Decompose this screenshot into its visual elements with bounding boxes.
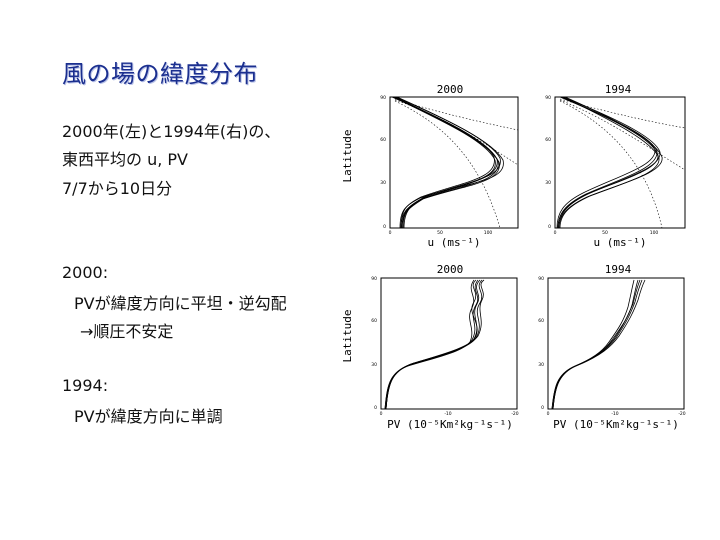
panel-u-1994: 1994 u (ms⁻¹) 90 60 30 0 0 50 100 [545,83,686,249]
x-tick: -20 [511,411,518,417]
y-tick: 0 [541,405,544,411]
y-tick: 90 [538,276,544,282]
note-1994-heading: 1994: [62,376,109,395]
x-axis-label: u (ms⁻¹) [594,236,647,249]
x-tick: 50 [437,230,443,236]
y-axis-label: Latitude [341,130,354,183]
pv-profiles [384,279,485,410]
x-tick: -10 [611,411,618,417]
x-tick: 100 [650,230,659,236]
x-tick: 0 [547,411,550,417]
note-2000-line-2: →順圧不安定 [80,322,174,341]
panel-title: 1994 [605,263,632,276]
panel-title: 2000 [437,263,464,276]
y-tick: 30 [545,180,551,186]
x-tick: 0 [389,230,392,236]
y-tick: 90 [371,276,377,282]
u-reference-lines [394,98,519,229]
pv-profiles [551,279,646,410]
panel-pv-1994: 1994 PV (10⁻⁵Km²kg⁻¹s⁻¹) 90 60 30 0 0 -1… [538,263,686,431]
panel-u-2000: 2000 Latitude u (ms⁻¹) 90 60 30 0 0 50 1… [341,83,519,249]
x-axis-label: PV (10⁻⁵Km²kg⁻¹s⁻¹) [387,418,513,431]
y-tick: 90 [545,95,551,101]
plot-frame [554,96,686,229]
note-2000-heading: 2000: [62,263,109,282]
intro-line-1: 2000年(左)と1994年(右)の、 [62,122,281,141]
y-tick: 60 [538,318,544,324]
intro-line-2: 東西平均の u, PV [62,150,188,169]
x-tick: 100 [484,230,493,236]
x-axis-label: u (ms⁻¹) [428,236,481,249]
y-tick: 60 [380,137,386,143]
plot-frame [389,96,519,229]
note-1994-line-1: PVが緯度方向に単調 [74,407,223,426]
u-profiles [556,96,663,229]
y-tick: 90 [380,95,386,101]
x-tick: 0 [380,411,383,417]
y-tick: 0 [548,224,551,230]
panel-pv-2000: 2000 Latitude PV (10⁻⁵Km²kg⁻¹s⁻¹) 90 60 … [341,263,519,431]
x-tick: 50 [602,230,608,236]
y-tick: 0 [374,405,377,411]
x-tick: 0 [554,230,557,236]
panel-title: 1994 [605,83,632,96]
plot-frame [547,277,685,410]
y-tick: 60 [371,318,377,324]
x-tick: -20 [678,411,685,417]
y-tick: 30 [380,180,386,186]
u-profiles [391,96,504,229]
y-tick: 0 [383,224,386,230]
plot-frame [380,277,518,410]
note-2000-line-1: PVが緯度方向に平坦・逆勾配 [74,294,287,313]
x-tick: -10 [444,411,451,417]
y-tick: 60 [545,137,551,143]
y-tick: 30 [538,362,544,368]
x-axis-label: PV (10⁻⁵Km²kg⁻¹s⁻¹) [553,418,679,431]
slide-title: 風の場の緯度分布 [62,60,258,88]
y-tick: 30 [371,362,377,368]
u-reference-lines [559,98,686,229]
y-axis-label: Latitude [341,310,354,363]
panel-title: 2000 [437,83,464,96]
intro-line-3: 7/7から10日分 [62,179,173,198]
